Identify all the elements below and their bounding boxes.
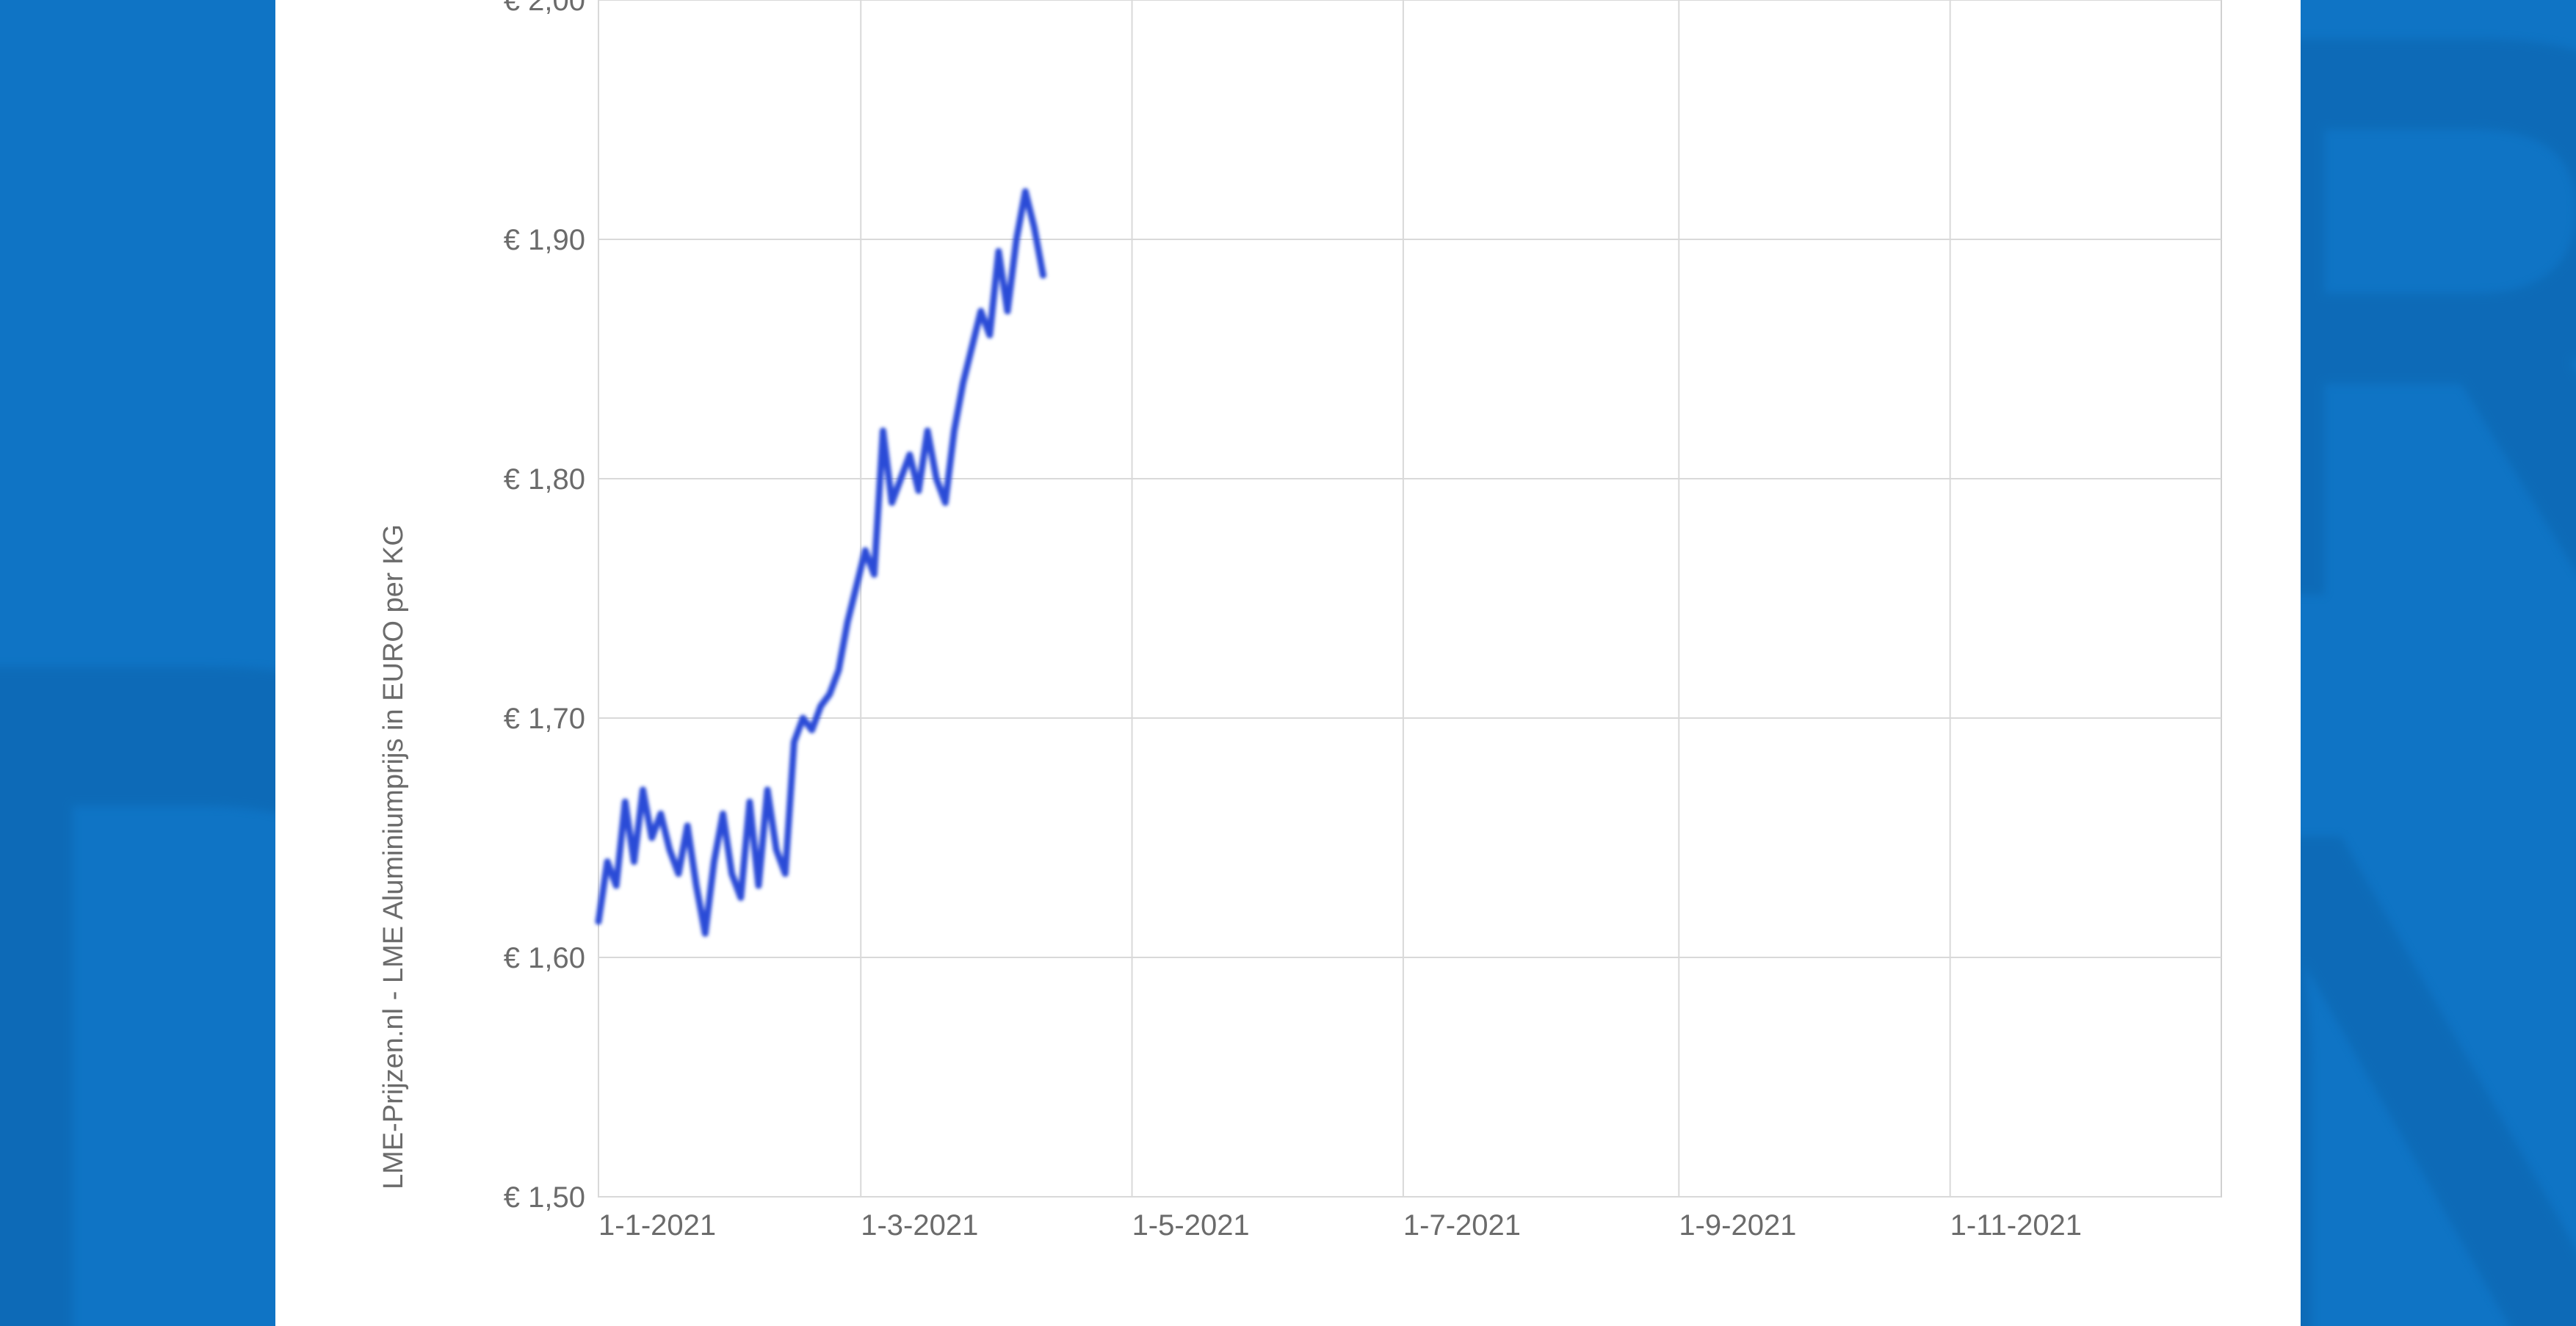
y-tick-label: € 1,90: [504, 224, 585, 256]
y-tick-label: € 1,60: [504, 942, 585, 974]
x-tick-label: 1-11-2021: [1950, 1209, 2082, 1242]
page-background: D R N LME-Prijzen.nl - LME Aluminiumprij…: [0, 0, 2576, 1326]
x-tick-label: 1-7-2021: [1403, 1209, 1521, 1242]
y-tick-label: € 2,00: [504, 0, 585, 17]
y-tick-label: € 1,70: [504, 703, 585, 735]
y-tick-label: € 1,80: [504, 463, 585, 496]
chart-container: LME-Prijzen.nl - LME Aluminiumprijs in E…: [341, 0, 2229, 1322]
x-tick-label: 1-5-2021: [1132, 1209, 1250, 1242]
plot-area: [598, 0, 2221, 1197]
price-chart: € 1,50 € 1,60 € 1,70 € 1,80 € 1,90 € 2,00 1-1-…: [341, 0, 2229, 1322]
x-tick-label: 1-9-2021: [1679, 1209, 1796, 1242]
x-tick-label: 1-1-2021: [598, 1209, 716, 1242]
chart-card: LME-Prijzen.nl - LME Aluminiumprijs in E…: [275, 0, 2301, 1326]
x-tick-label: 1-3-2021: [861, 1209, 978, 1242]
y-tick-label: € 1,50: [504, 1181, 585, 1214]
